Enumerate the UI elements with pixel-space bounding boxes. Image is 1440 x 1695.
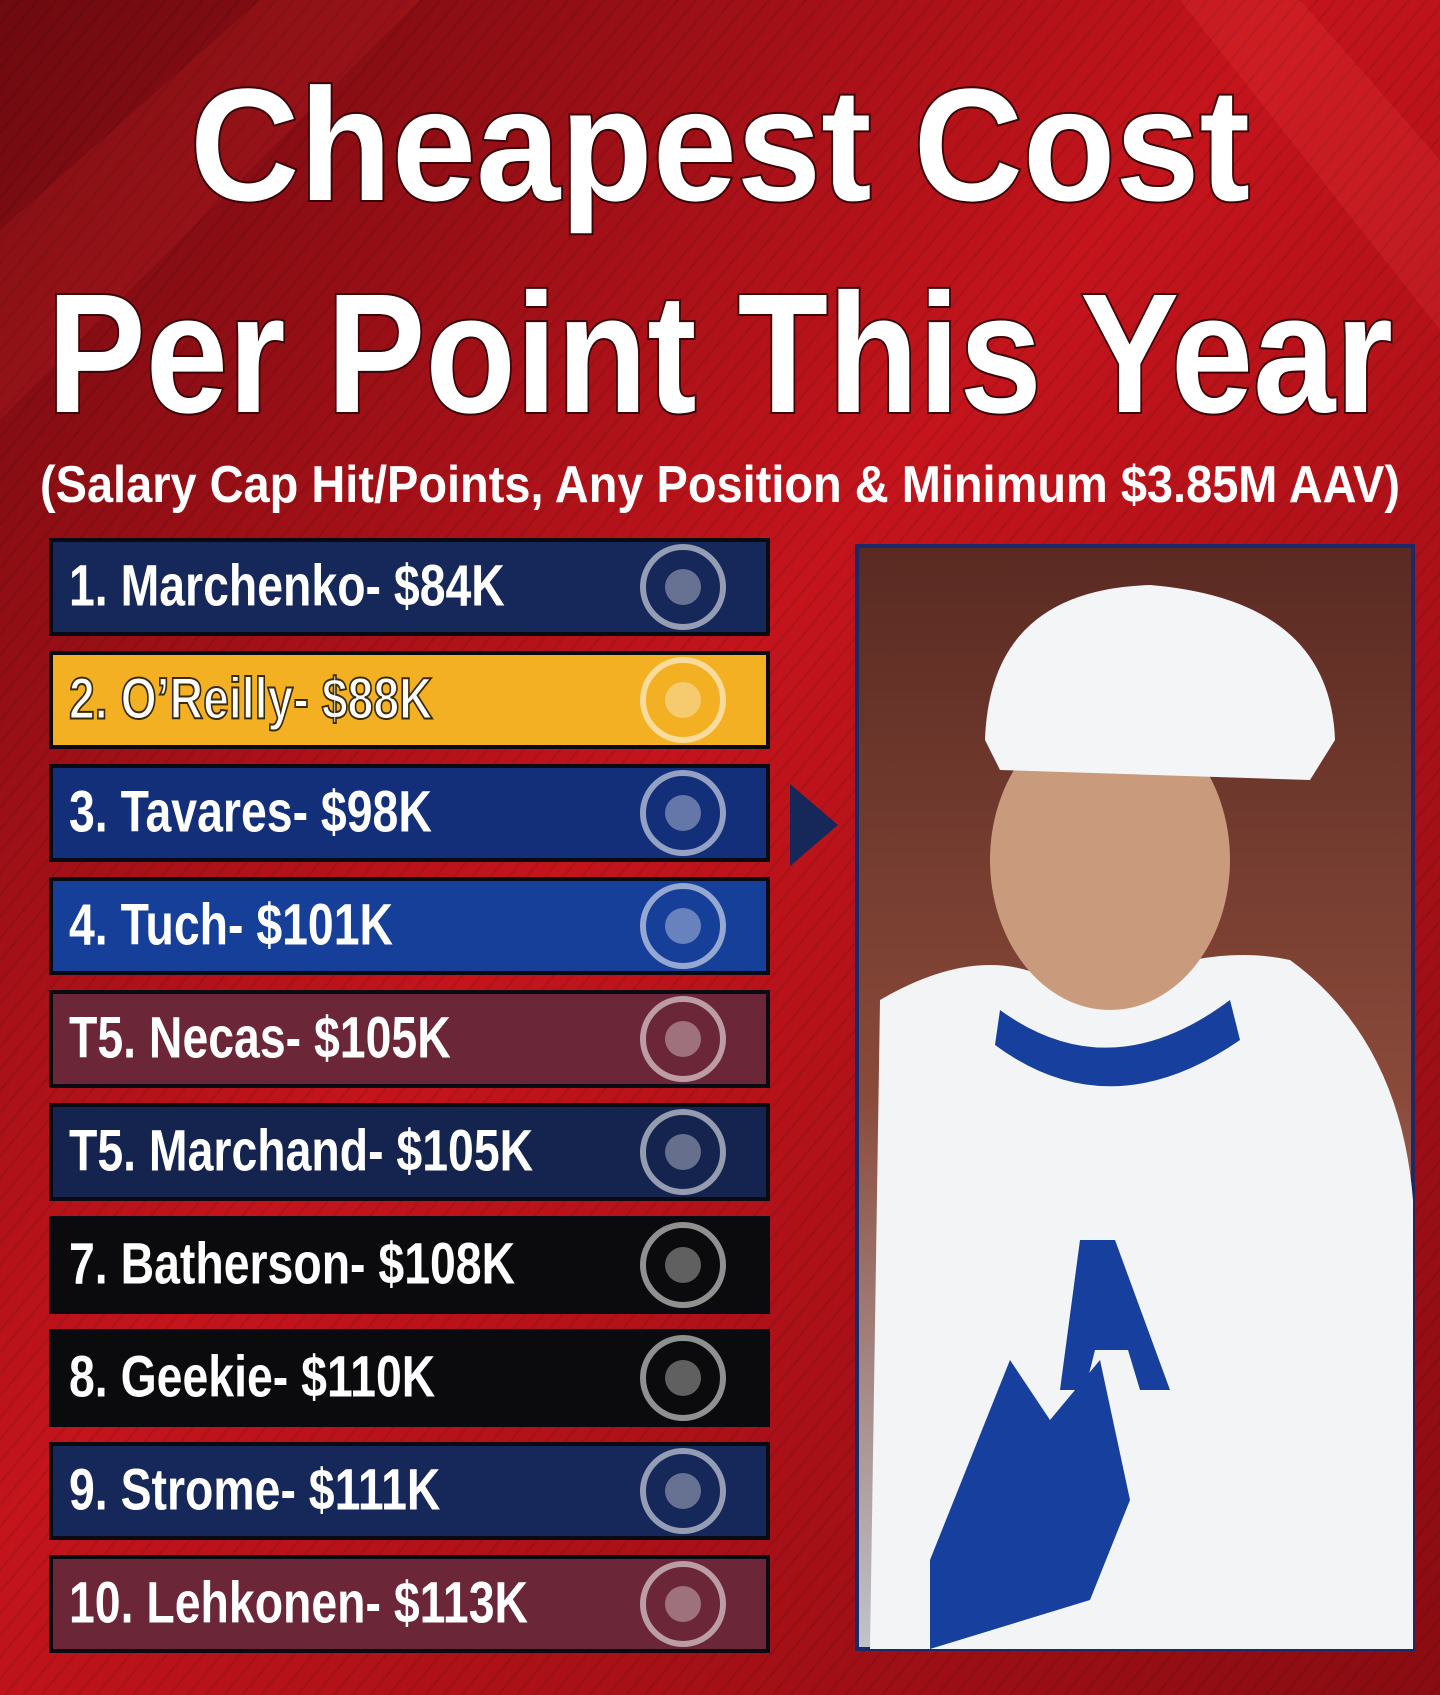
team-logo [640, 1335, 726, 1421]
team-logo-center [665, 1360, 701, 1396]
row-label: 9. Strome- $111K [69, 1457, 440, 1522]
row-label: 2. O’Reilly- $88K [69, 666, 433, 731]
list-row: 7. Batherson- $108K [49, 1216, 770, 1314]
list-row: 4. Tuch- $101K [49, 877, 770, 975]
row-background [49, 1442, 770, 1540]
list-row: 9. Strome- $111K [49, 1442, 770, 1540]
row-label: 1. Marchenko- $84K [69, 553, 505, 618]
player-photo [855, 544, 1415, 1651]
title: Per Point This Year [47, 259, 1393, 449]
row-label: 7. Batherson- $108K [69, 1231, 515, 1296]
subtitle: (Salary Cap Hit/Points, Any Position & M… [40, 456, 1400, 514]
row-background [49, 1103, 770, 1201]
team-logo-center [665, 1021, 701, 1057]
team-logo [640, 883, 726, 969]
team-logo-center [665, 1134, 701, 1170]
team-logo [640, 1448, 726, 1534]
ranking-list: 1. Marchenko- $84K 2. O’Reilly- $88K 3. Ta… [49, 538, 770, 1653]
light-beam [1180, 0, 1440, 330]
row-label: T5. Necas- $105K [69, 1005, 451, 1070]
team-logo [640, 544, 726, 630]
team-logo [640, 1222, 726, 1308]
row-label: 10. Lehkonen- $113K [69, 1570, 528, 1635]
team-logo-center [665, 569, 701, 605]
team-logo [640, 657, 726, 743]
row-background [49, 1329, 770, 1427]
list-row: T5. Necas- $105K [49, 990, 770, 1088]
row-background [49, 990, 770, 1088]
row-background [49, 764, 770, 862]
team-logo-center [665, 1247, 701, 1283]
row-background [49, 538, 770, 636]
list-row: 10. Lehkonen- $113K [49, 1555, 770, 1653]
list-row: T5. Marchand- $105K [49, 1103, 770, 1201]
team-logo [640, 996, 726, 1082]
row-background [49, 1555, 770, 1653]
pointer-arrow [790, 784, 838, 866]
team-logo [640, 1561, 726, 1647]
team-logo-center [665, 1586, 701, 1622]
title: Cheapest Cost [190, 55, 1250, 234]
list-row: 1. Marchenko- $84K [49, 538, 770, 636]
team-logo-center [665, 682, 701, 718]
row-background [49, 877, 770, 975]
row-background [49, 651, 770, 749]
row-label: 8. Geekie- $110K [69, 1344, 435, 1409]
row-label: 3. Tavares- $98K [69, 779, 432, 844]
team-logo-center [665, 1473, 701, 1509]
team-logo-center [665, 908, 701, 944]
team-logo [640, 1109, 726, 1195]
list-row: 2. O’Reilly- $88K [49, 651, 770, 749]
team-logo [640, 770, 726, 856]
row-background [49, 1216, 770, 1314]
list-row: 8. Geekie- $110K [49, 1329, 770, 1427]
row-label: 4. Tuch- $101K [69, 892, 393, 957]
row-label: T5. Marchand- $105K [69, 1118, 533, 1183]
list-row: 3. Tavares- $98K [49, 764, 770, 862]
light-beam [0, 0, 420, 420]
team-logo-center [665, 795, 701, 831]
